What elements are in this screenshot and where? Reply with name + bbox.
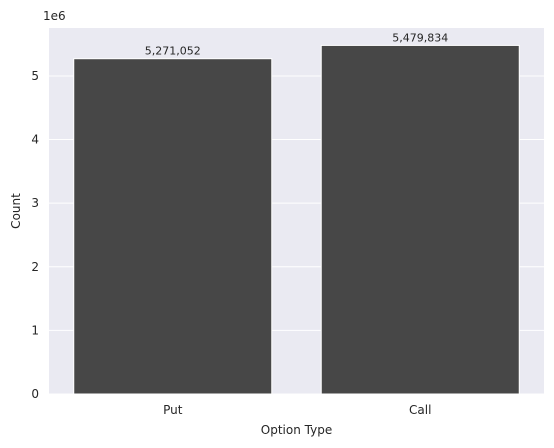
y-tick-label: 3 <box>31 196 39 210</box>
y-tick-label: 0 <box>31 387 39 401</box>
value-labels: 5,271,052 5,479,834 <box>145 31 448 57</box>
y-tick-label: 1 <box>31 323 39 337</box>
bar-put <box>73 58 273 395</box>
y-tick-labels: 0 1 2 3 4 5 <box>31 69 39 401</box>
bar-value-label: 5,479,834 <box>392 31 448 44</box>
bars <box>73 44 520 395</box>
x-tick-labels: Put Call <box>163 403 431 417</box>
y-tick-label: 5 <box>31 69 39 83</box>
bar-call <box>320 44 520 395</box>
y-offset-label: 1e6 <box>43 9 66 23</box>
x-tick-label: Call <box>409 403 431 417</box>
y-tick-label: 4 <box>31 133 39 147</box>
bar-value-label: 5,271,052 <box>145 45 201 58</box>
y-axis-label: Count <box>9 193 23 229</box>
y-tick-label: 2 <box>31 260 39 274</box>
x-tick-label: Put <box>163 403 183 417</box>
x-axis-label: Option Type <box>261 423 332 437</box>
